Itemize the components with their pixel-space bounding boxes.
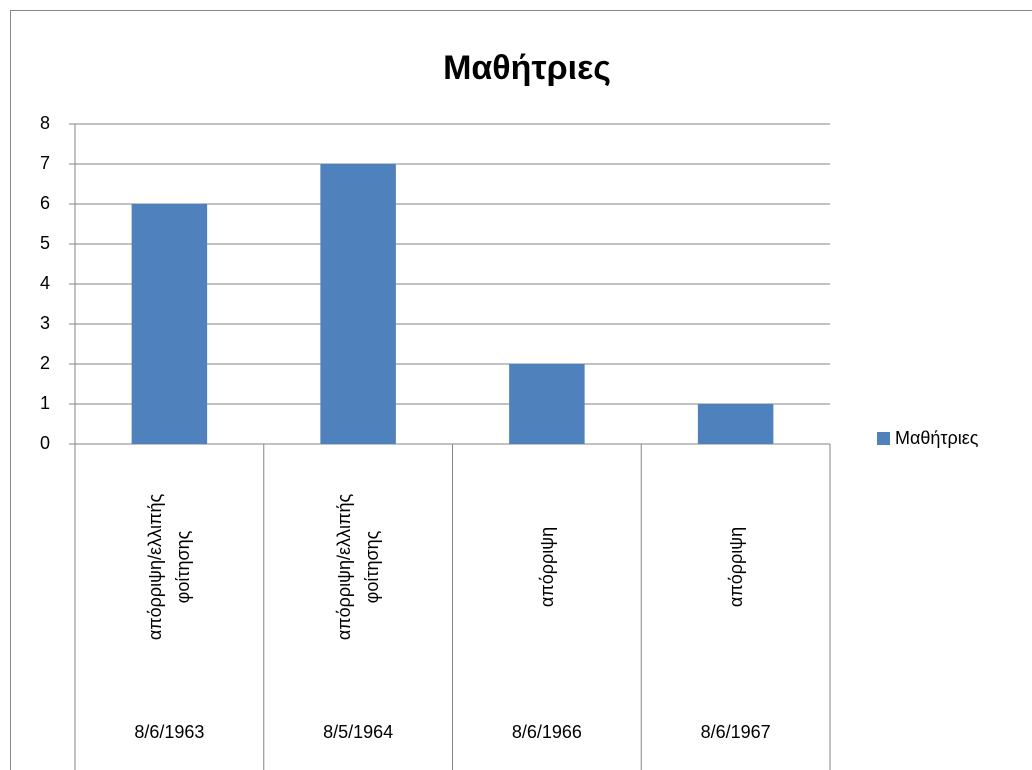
y-tick-label: 4 bbox=[40, 273, 50, 293]
legend-label: Μαθήτριες bbox=[895, 428, 979, 448]
bar bbox=[131, 204, 208, 444]
legend-swatch bbox=[877, 432, 890, 445]
group-label: 8/5/1964 bbox=[323, 722, 393, 742]
bar bbox=[320, 164, 396, 444]
y-tick-label: 0 bbox=[40, 433, 50, 453]
group-label: 8/6/1963 bbox=[134, 722, 204, 742]
x-tick-label: απόρριψη/ελλιπής φοίτησης bbox=[334, 493, 383, 641]
x-tick-label: απόρριψη/ελλιπής φοίτησης bbox=[145, 493, 194, 641]
y-tick-label: 3 bbox=[40, 313, 50, 333]
y-tick-label: 1 bbox=[40, 393, 50, 413]
group-label: 8/6/1966 bbox=[512, 722, 582, 742]
chart-title: Μαθήτριες bbox=[443, 49, 611, 87]
group-label: 8/6/1967 bbox=[701, 722, 771, 742]
x-tick-label: απόρριψη bbox=[536, 526, 557, 608]
chart-border bbox=[10, 10, 1032, 770]
y-tick-label: 7 bbox=[40, 153, 50, 173]
bar bbox=[697, 404, 774, 444]
y-tick-label: 2 bbox=[40, 353, 50, 373]
bar bbox=[509, 364, 585, 444]
y-tick-label: 5 bbox=[40, 233, 50, 253]
y-tick-label: 6 bbox=[40, 193, 50, 213]
x-tick-label: απόρριψη bbox=[725, 526, 746, 608]
y-tick-label: 8 bbox=[40, 113, 50, 133]
